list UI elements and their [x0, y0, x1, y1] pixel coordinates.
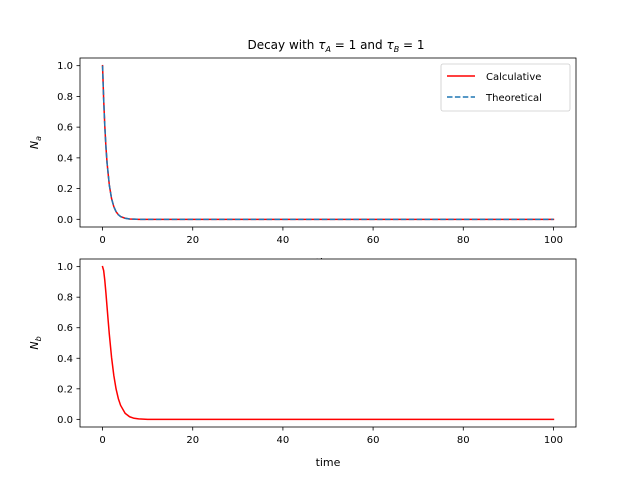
top-plot-lines	[101, 64, 555, 221]
legend-label-calculative: Calculative	[486, 72, 541, 83]
bottom-x-tick-label: 20	[186, 435, 199, 446]
top-series-theoretical	[101, 65, 554, 221]
top-y-tick-label: 0.6	[57, 123, 73, 134]
bottom-y-ticks: 0.0 0.2 0.4 0.6 0.8 1.0	[57, 262, 80, 426]
bottom-x-axis-label: time	[316, 456, 341, 469]
bottom-y-tick-label: 0.8	[57, 293, 73, 304]
bottom-plot-lines	[101, 265, 555, 421]
bottom-x-tick-label: 40	[277, 435, 290, 446]
bottom-x-tick-label: 0	[99, 435, 105, 446]
top-y-tick-label: 1.0	[57, 61, 73, 72]
bottom-axes-background	[80, 259, 576, 427]
legend-label-theoretical: Theoretical	[485, 93, 542, 104]
bottom-x-tick-label: 60	[367, 435, 380, 446]
top-x-ticks: 0 20 40 60 80 100	[99, 227, 563, 246]
bottom-axes: 0 20 40 60 80 100 0.0 0.2 0.4 0.6 0.8 1.0 time Nb	[28, 258, 577, 469]
top-x-tick-label: 60	[367, 235, 380, 246]
bottom-y-tick-label: 0.6	[57, 323, 73, 334]
top-y-tick-label: 0.8	[57, 92, 73, 103]
chart-title: Decay with τA = 1 and τB = 1	[247, 38, 424, 54]
top-x-tick-label: 40	[277, 235, 290, 246]
top-axes-frame	[79, 57, 577, 228]
bottom-x-ticks: 0 20 40 60 80 100	[99, 427, 563, 446]
legend: Calculative Theoretical	[440, 63, 571, 112]
bottom-y-tick-label: 0.2	[57, 384, 73, 395]
top-y-ticks: 0.0 0.2 0.4 0.6 0.8 1.0	[57, 61, 80, 226]
bottom-x-tick-label: 80	[457, 435, 470, 446]
top-y-axis-label: Na	[28, 136, 43, 149]
bottom-y-tick-label: 1.0	[57, 262, 73, 273]
bottom-y-tick-label: 0.4	[57, 354, 73, 365]
top-x-tick-label: 20	[186, 235, 199, 246]
top-x-tick-label: 100	[544, 235, 563, 246]
top-y-tick-label: 0.2	[57, 184, 73, 195]
top-y-tick-label: 0.0	[57, 215, 73, 226]
bottom-x-tick-label: 100	[544, 435, 563, 446]
top-y-tick-label: 0.4	[57, 153, 73, 164]
top-x-tick-label: 80	[457, 235, 470, 246]
bottom-y-axis-label: Nb	[28, 336, 43, 349]
bottom-series-line-0	[101, 265, 555, 421]
bottom-y-tick-label: 0.0	[57, 415, 73, 426]
top-x-tick-label: 0	[99, 235, 105, 246]
bottom-axes-frame	[79, 258, 577, 428]
